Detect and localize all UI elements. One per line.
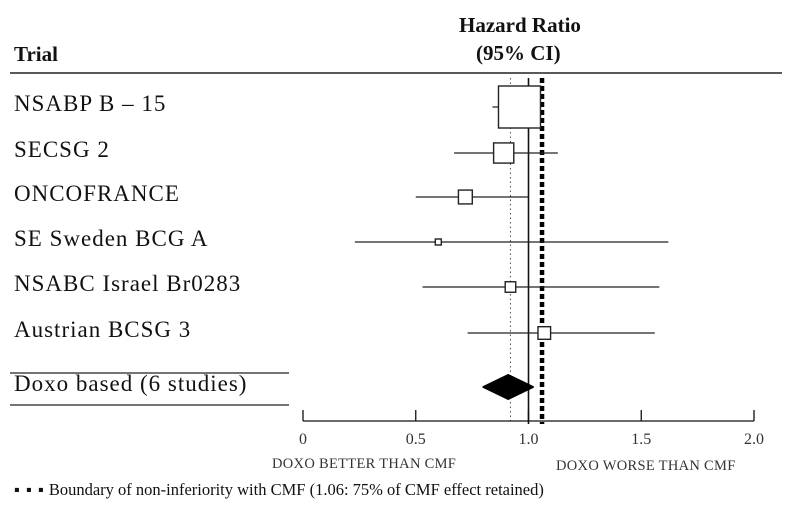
hr-box (434, 238, 442, 246)
ci-header: (95% CI) (476, 41, 561, 65)
doxo-worse-label: DOXO WORSE THAN CMF (556, 458, 736, 474)
trial-header: Trial (14, 42, 58, 66)
pooled-diamond (482, 374, 535, 400)
doxo-better-label: DOXO BETTER THAN CMF (272, 456, 457, 472)
trial-label: NSABP B – 15 (14, 91, 167, 116)
trial-label: SE Sweden BCG A (14, 226, 209, 251)
hr-box (504, 281, 517, 293)
boundary-legend-text: Boundary of non-inferiority with CMF (1.… (48, 480, 544, 499)
x-tick-label: 0.5 (406, 431, 426, 448)
x-tick-label: 0 (299, 431, 307, 448)
x-tick-label: 1.0 (519, 431, 539, 448)
hr-box (497, 85, 542, 129)
trial-label: ONCOFRANCE (14, 181, 180, 206)
footnote: ▪ ▪ ▪ Boundary of non-inferiority with CM… (14, 480, 544, 500)
trial-label: Austrian BCSG 3 (14, 317, 192, 342)
hr-box (457, 189, 473, 205)
hr-box (492, 142, 515, 164)
x-tick-label: 1.5 (631, 431, 651, 448)
x-tick-label: 2.0 (744, 431, 764, 448)
pooled-label: Doxo based (6 studies) (14, 371, 248, 396)
trial-label: SECSG 2 (14, 137, 110, 162)
hazard-ratio-header: Hazard Ratio (459, 13, 581, 37)
trial-label: NSABC Israel Br0283 (14, 271, 242, 296)
boundary-legend-marker: ▪ ▪ ▪ (14, 480, 45, 499)
hr-box (537, 326, 552, 341)
